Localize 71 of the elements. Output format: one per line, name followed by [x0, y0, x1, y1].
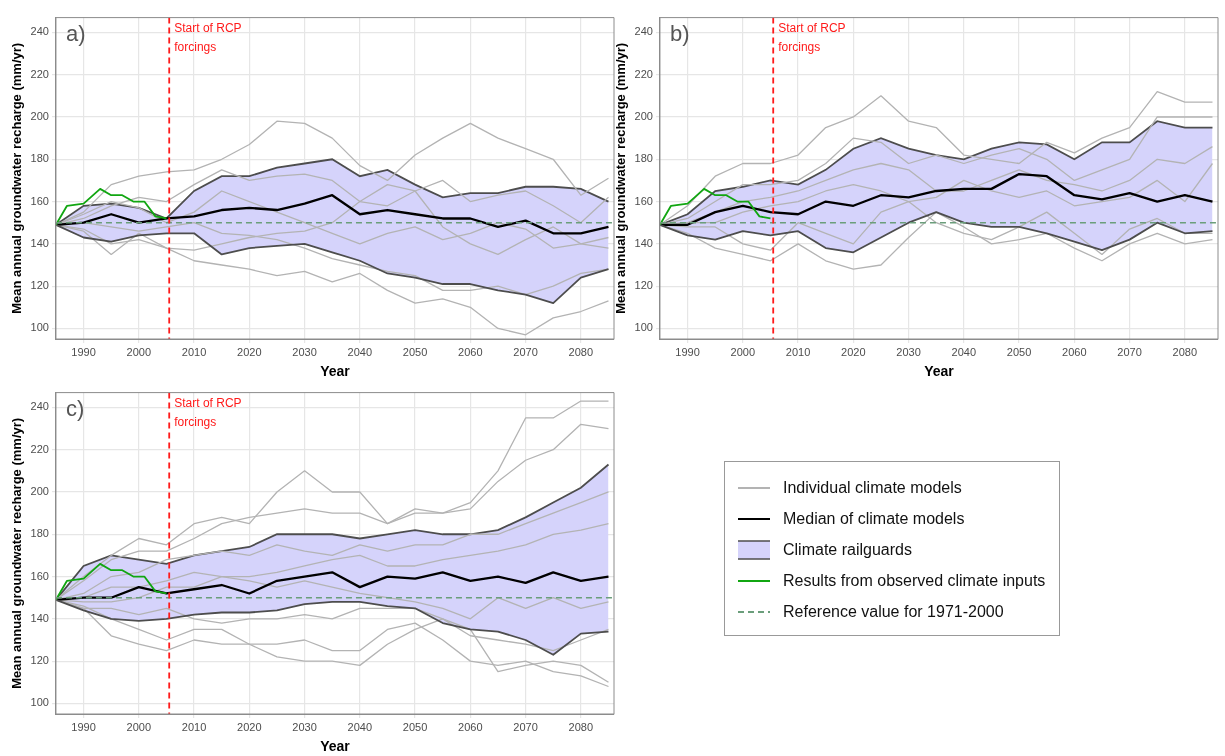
x-tick-label: 2020	[237, 345, 262, 358]
y-tick-label: 100	[30, 321, 49, 334]
y-tick-label: 220	[30, 442, 49, 455]
x-tick-label: 2050	[402, 720, 428, 733]
x-tick-label: 1990	[71, 345, 96, 358]
x-tick-label: 2030	[292, 720, 317, 733]
x-tick-label: 2020	[237, 720, 262, 733]
x-tick-label: 2060	[1062, 345, 1087, 358]
x-axis-title: Year	[320, 363, 351, 380]
y-tick-label: 180	[634, 152, 653, 165]
x-tick-label: 2060	[458, 345, 483, 358]
y-tick-label: 180	[30, 527, 49, 540]
ref-line-label: Start of RCP forcings	[174, 395, 242, 429]
x-tick-label: 2080	[1172, 345, 1198, 358]
y-tick-label: 140	[30, 611, 49, 624]
y-tick-label: 220	[634, 67, 653, 80]
x-tick-label: 2070	[513, 720, 538, 733]
x-tick-label: 2040	[347, 720, 373, 733]
x-tick-label: 2030	[292, 345, 317, 358]
x-tick-label: 2040	[347, 345, 373, 358]
y-tick-label: 180	[30, 152, 49, 165]
ref-line-label: Start of RCP forcings	[174, 20, 242, 54]
legend-label: Individual climate models	[783, 478, 962, 497]
y-tick-label: 120	[634, 279, 653, 292]
y-axis-title: Mean annual groundwater recharge (mm/yr)	[9, 417, 25, 689]
x-tick-label: 2000	[126, 345, 152, 358]
x-tick-label: 2060	[458, 720, 483, 733]
y-tick-label: 160	[30, 194, 49, 207]
chart-title: a)	[65, 20, 86, 46]
x-tick-label: 2050	[1006, 345, 1032, 358]
x-tick-label: 2000	[126, 720, 152, 733]
chart-title: b)	[669, 20, 690, 46]
x-axis-title: Year	[924, 363, 955, 380]
y-tick-label: 160	[634, 194, 653, 207]
x-tick-label: 2010	[181, 720, 207, 733]
x-tick-label: 1990	[71, 720, 96, 733]
y-tick-label: 240	[30, 25, 49, 38]
x-tick-label: 2040	[951, 345, 977, 358]
x-tick-label: 2000	[730, 345, 756, 358]
x-tick-label: 2080	[568, 720, 594, 733]
x-tick-label: 2050	[402, 345, 428, 358]
y-tick-label: 200	[30, 110, 49, 123]
ref-line-label: Start of RCP forcings	[778, 20, 846, 54]
x-tick-label: 2010	[785, 345, 811, 358]
y-axis-title: Mean annual groundwater recharge (mm/yr)	[9, 42, 25, 314]
y-tick-label: 240	[30, 400, 49, 413]
y-tick-label: 120	[30, 279, 49, 292]
legend-label: Median of climate models	[783, 509, 965, 528]
x-tick-label: 2010	[181, 345, 207, 358]
y-tick-label: 100	[634, 321, 653, 334]
y-tick-label: 220	[30, 67, 49, 80]
y-tick-label: 160	[30, 569, 49, 582]
y-tick-label: 120	[30, 654, 49, 667]
chart-title: c)	[65, 395, 85, 421]
x-tick-label: 2070	[1117, 345, 1142, 358]
x-tick-label: 2070	[513, 345, 538, 358]
y-axis-title: Mean annual groundwater recharge (mm/yr)	[613, 42, 629, 314]
y-tick-label: 240	[634, 25, 653, 38]
y-tick-label: 140	[634, 236, 653, 249]
y-tick-label: 200	[634, 110, 653, 123]
legend-label: Results from observed climate inputs	[783, 571, 1046, 590]
legend-label: Climate railguards	[783, 540, 912, 559]
x-tick-label: 2030	[896, 345, 921, 358]
x-axis-title: Year	[320, 738, 351, 755]
x-tick-label: 1990	[675, 345, 700, 358]
x-tick-label: 2020	[841, 345, 866, 358]
legend-label: Reference value for 1971-2000	[783, 602, 1004, 621]
y-tick-label: 140	[30, 236, 49, 249]
y-tick-label: 200	[30, 485, 49, 498]
y-tick-label: 100	[30, 696, 49, 709]
x-tick-label: 2080	[568, 345, 594, 358]
